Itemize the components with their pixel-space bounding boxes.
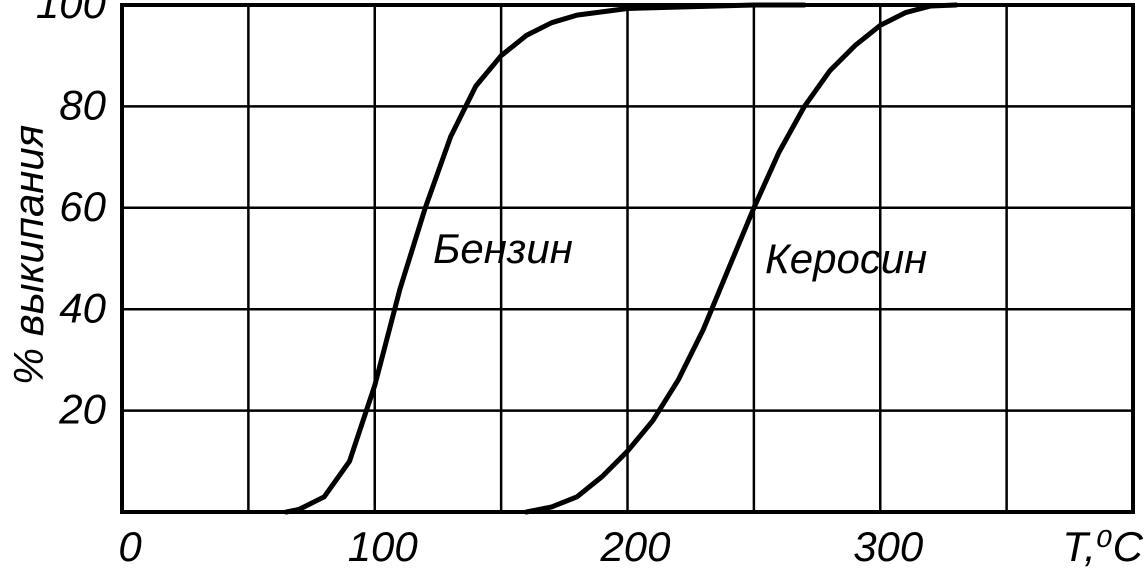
curve (283, 2, 807, 515)
x-tick-label: 0 (118, 523, 142, 570)
plot-frame (120, 3, 1135, 514)
x-axis-label: T,⁰C (1062, 523, 1143, 570)
series-label: Бензин (433, 225, 573, 272)
y-tick-label: 100 (36, 0, 107, 27)
y-axis-label: % выкипания (5, 125, 52, 385)
y-tick-label: 80 (59, 81, 106, 128)
x-tick-label: 200 (599, 523, 671, 570)
x-tick-label: 100 (348, 523, 419, 570)
curve (523, 2, 959, 515)
series-label: Керосин (765, 235, 927, 282)
y-tick-label: 40 (59, 284, 106, 331)
y-tick-label: 60 (59, 183, 106, 230)
y-tick-label: 20 (58, 386, 106, 433)
x-tick-label: 300 (853, 523, 924, 570)
